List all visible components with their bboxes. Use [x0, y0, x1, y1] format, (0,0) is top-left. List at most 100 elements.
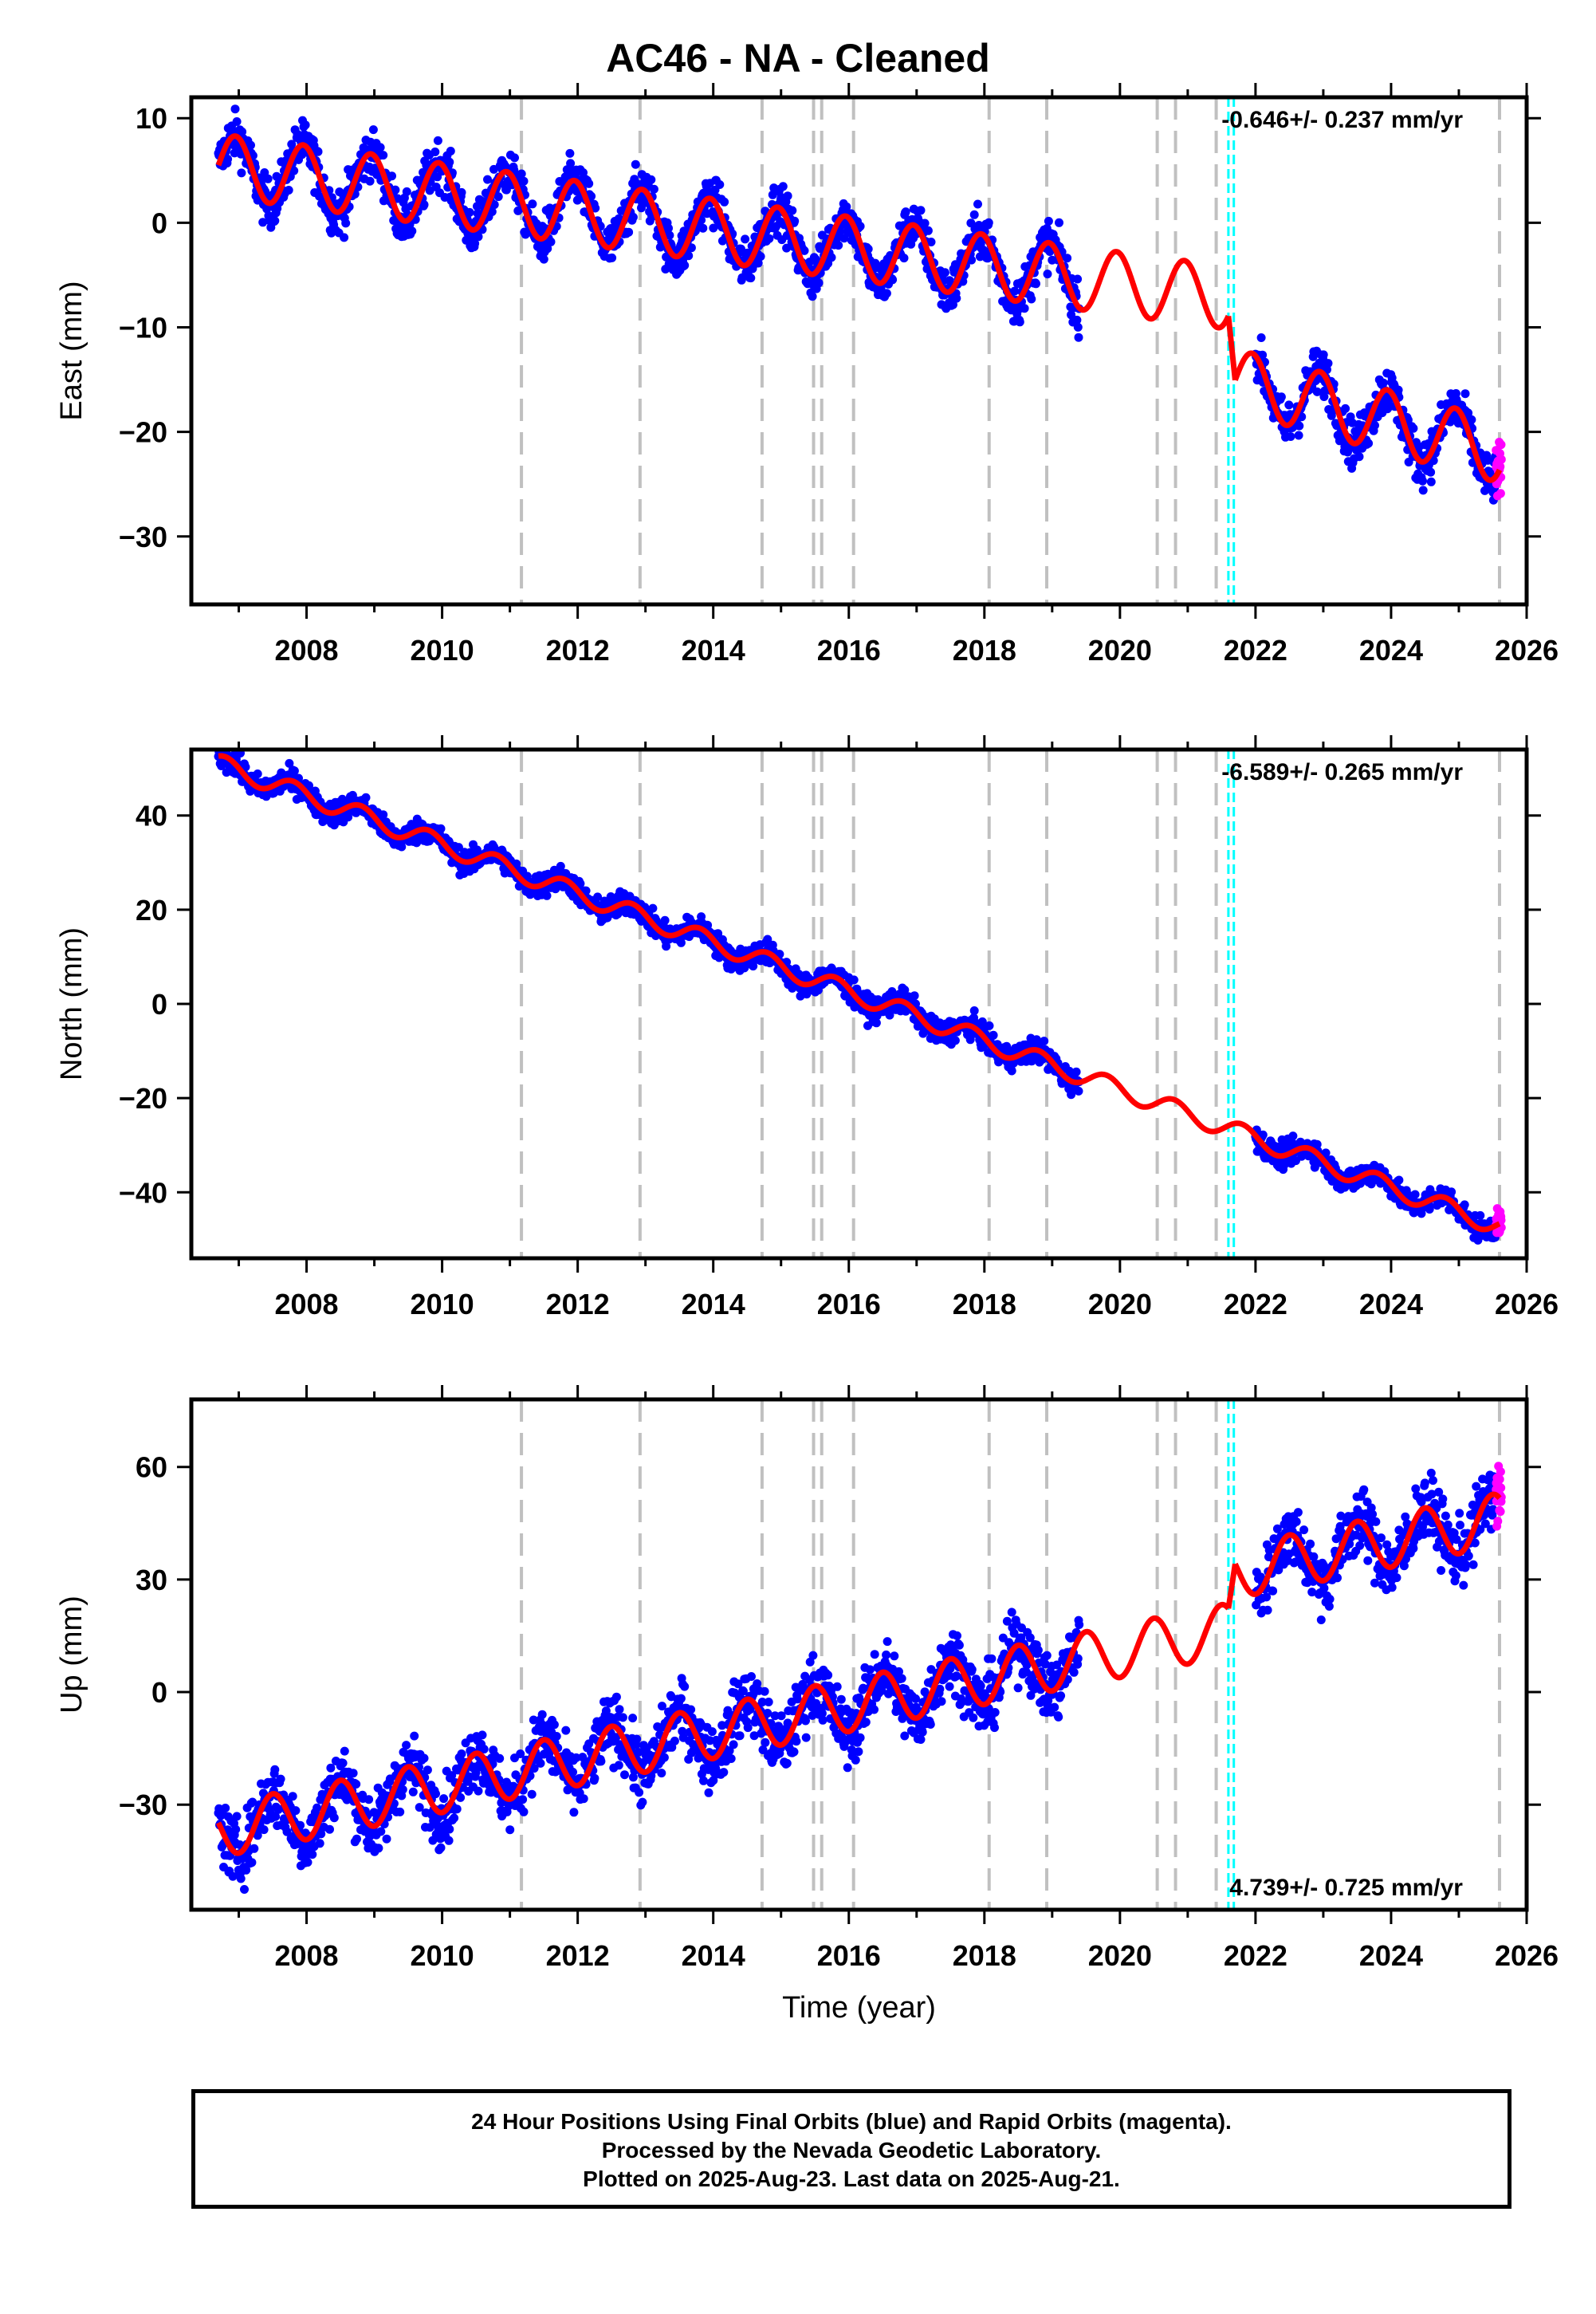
data-point — [1425, 1205, 1434, 1214]
data-point — [704, 1788, 713, 1797]
chart-title: AC46 - NA - Cleaned — [606, 36, 990, 81]
data-point — [827, 253, 836, 262]
data-point — [539, 254, 548, 264]
data-point — [720, 197, 729, 207]
data-point — [1418, 476, 1427, 486]
data-point — [753, 258, 763, 268]
data-point — [501, 162, 510, 171]
data-point — [1055, 218, 1063, 227]
data-point — [419, 200, 429, 210]
data-point — [614, 1761, 623, 1770]
data-point — [1378, 378, 1388, 388]
data-point — [253, 769, 262, 778]
data-point — [618, 1713, 627, 1722]
data-point — [709, 223, 718, 233]
x-tick-label: 2016 — [817, 634, 881, 667]
data-point — [676, 1694, 686, 1703]
data-point — [236, 1874, 246, 1883]
data-point — [493, 192, 503, 202]
data-point — [352, 1834, 361, 1844]
data-point — [374, 1844, 383, 1853]
data-point — [231, 1824, 241, 1834]
data-point — [1071, 1067, 1081, 1076]
data-point — [423, 1765, 432, 1775]
data-point — [569, 1808, 579, 1817]
data-point — [686, 243, 696, 253]
data-point — [790, 216, 800, 226]
data-point — [536, 1758, 545, 1768]
x-tick-label: 2010 — [411, 634, 474, 667]
data-point — [408, 1787, 418, 1796]
data-point — [814, 278, 824, 288]
data-point — [258, 218, 268, 227]
data-point — [1074, 333, 1083, 342]
data-point — [1364, 439, 1374, 448]
data-point — [549, 1720, 559, 1730]
y-tick-label: 20 — [136, 894, 167, 927]
data-point — [662, 942, 671, 951]
data-point — [659, 1753, 669, 1762]
data-point — [325, 1824, 334, 1834]
data-point — [686, 1705, 696, 1714]
data-point — [391, 185, 400, 195]
x-tick-label: 2018 — [953, 634, 1016, 667]
plot-frame — [189, 95, 1529, 607]
data-point — [542, 891, 552, 900]
rate-label: -0.646+/- 0.237 mm/yr — [1221, 107, 1463, 133]
data-point — [950, 1036, 960, 1045]
data-point — [419, 1753, 429, 1763]
data-point — [313, 1803, 322, 1812]
x-tick-label: 2020 — [1088, 634, 1152, 667]
data-point — [352, 1780, 361, 1789]
data-point — [430, 148, 440, 156]
data-point — [301, 120, 310, 130]
data-point — [899, 254, 909, 263]
data-point — [882, 289, 891, 298]
data-point — [835, 226, 845, 236]
data-point — [620, 1770, 629, 1780]
y-tick-label: 0 — [151, 207, 167, 239]
data-point — [984, 218, 993, 227]
y-tick-label: −40 — [119, 1176, 167, 1209]
y-axis-title: East (mm) — [55, 281, 88, 420]
data-point — [726, 1754, 736, 1763]
data-point — [1418, 486, 1428, 495]
data-point — [338, 1758, 348, 1768]
data-point — [457, 187, 466, 197]
data-point — [1073, 274, 1083, 284]
data-point — [1426, 477, 1436, 486]
data-point — [665, 230, 674, 240]
x-tick-label: 2026 — [1495, 634, 1559, 667]
panel-east: 2008 2010 2012 2014 2016 2018 2020 2022 2024 2026… — [55, 83, 1559, 667]
data-point — [969, 210, 979, 219]
data-point — [624, 227, 634, 237]
data-point — [1072, 315, 1082, 325]
x-tick-label: 2020 — [1088, 1288, 1152, 1320]
x-tick-label: 2012 — [546, 634, 610, 667]
data-point — [1394, 385, 1403, 395]
rapid-data-point — [1496, 489, 1505, 498]
x-tick-label: 2008 — [274, 1288, 338, 1320]
model-offset — [1225, 316, 1238, 381]
data-point — [259, 1825, 269, 1835]
data-point — [1020, 304, 1029, 313]
model-curve — [1232, 350, 1503, 483]
data-point — [387, 171, 396, 181]
data-point — [519, 176, 529, 186]
data-point — [446, 147, 455, 155]
data-point — [849, 975, 859, 985]
data-point — [922, 264, 932, 274]
data-point — [293, 130, 303, 140]
data-point — [743, 1723, 753, 1733]
data-point — [631, 159, 640, 169]
data-point — [638, 1797, 647, 1807]
data-point — [782, 243, 792, 253]
data-point — [1476, 1210, 1485, 1220]
data-point — [232, 1812, 242, 1821]
data-point — [303, 1858, 313, 1867]
data-point — [364, 1795, 374, 1804]
data-point — [834, 241, 843, 250]
data-point — [916, 206, 926, 215]
data-point — [537, 1710, 547, 1719]
data-point — [238, 127, 247, 136]
